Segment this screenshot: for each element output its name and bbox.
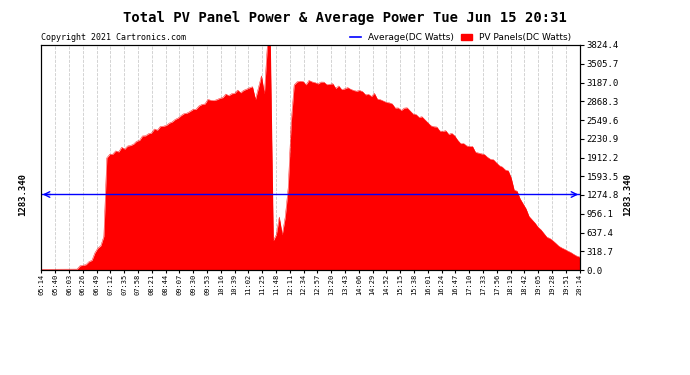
Legend: Average(DC Watts), PV Panels(DC Watts): Average(DC Watts), PV Panels(DC Watts) <box>346 29 575 45</box>
Text: Copyright 2021 Cartronics.com: Copyright 2021 Cartronics.com <box>41 33 186 42</box>
Text: 1283.340: 1283.340 <box>623 173 632 216</box>
Text: 1283.340: 1283.340 <box>18 173 27 216</box>
Text: Total PV Panel Power & Average Power Tue Jun 15 20:31: Total PV Panel Power & Average Power Tue… <box>123 11 567 25</box>
